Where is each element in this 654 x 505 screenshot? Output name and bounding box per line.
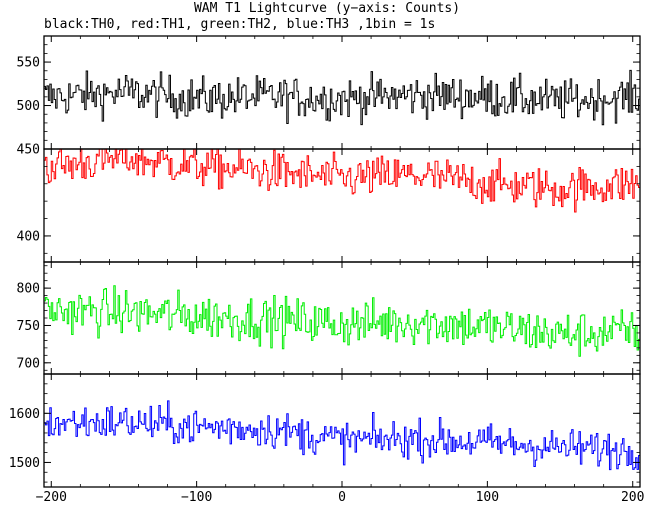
panels-group: 500 550 400 450 700 750 800 1500 1600 (9, 35, 641, 488)
lightcurve-th1 (44, 149, 640, 213)
y-tick-label: 800 (17, 282, 40, 297)
x-tick-label: 0 (338, 490, 346, 505)
y-tick-label: 1600 (9, 407, 40, 422)
x-tick-label: 100 (476, 490, 499, 505)
y-tick-label: 550 (17, 56, 40, 71)
y-tick-label: 700 (17, 356, 40, 371)
y-tick-label: 450 (17, 143, 40, 158)
y-tick-label: 750 (17, 319, 40, 334)
x-axis: −200 −100 0 100 200 (36, 490, 645, 505)
y-tick-label: 400 (17, 229, 40, 244)
x-tick-label: −100 (181, 490, 212, 505)
lightcurve-th3 (44, 400, 640, 471)
panel-th3: 1500 1600 (9, 373, 641, 488)
y-tick-label: 1500 (9, 456, 40, 471)
lightcurve-th2 (44, 285, 640, 357)
y-tick-label: 500 (17, 99, 40, 114)
panel-th2: 700 750 800 (17, 261, 641, 375)
lightcurve-th0 (44, 69, 640, 126)
x-tick-label: 200 (621, 490, 644, 505)
panel-th0: 500 550 (17, 35, 641, 150)
panel-frame (43, 148, 641, 263)
chart-subtitle: black:TH0, red:TH1, green:TH2, blue:TH3 … (44, 17, 436, 32)
chart-title: WAM T1 Lightcurve (y−axis: Counts) (193, 1, 461, 16)
x-tick-label: −200 (36, 490, 67, 505)
panel-th1: 400 450 (17, 143, 641, 263)
